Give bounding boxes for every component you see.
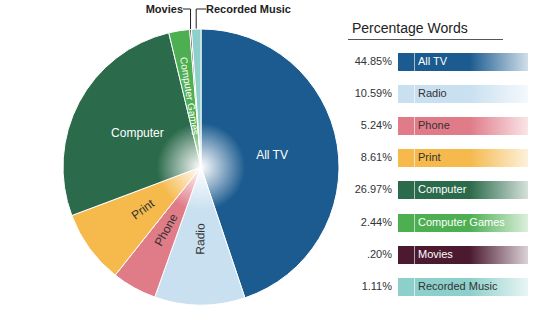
svg-text:Computer: Computer bbox=[111, 126, 164, 140]
html-text:2.44%: 2.44% bbox=[360, 215, 392, 228]
svg-text:Movies: Movies bbox=[146, 3, 183, 15]
html-text:.20%: .20% bbox=[366, 247, 392, 260]
html-text:26.97%: 26.97% bbox=[354, 183, 392, 196]
html-text:1.11%: 1.11% bbox=[361, 279, 392, 292]
html-text:Recorded Music: Recorded Music bbox=[418, 279, 498, 292]
html-text:8.61%: 8.61% bbox=[360, 151, 392, 164]
html-text:Print: Print bbox=[418, 151, 441, 164]
html-text:Computer Games: Computer Games bbox=[418, 215, 505, 228]
html-text:5.24%: 5.24% bbox=[360, 119, 392, 132]
html-text:10.59%: 10.59% bbox=[354, 87, 392, 100]
svg-text:Phone: Phone bbox=[152, 211, 181, 248]
html-text:44.85%: 44.85% bbox=[354, 55, 392, 67]
svg-text:Recorded Music: Recorded Music bbox=[206, 3, 291, 15]
html-text:Computer: Computer bbox=[418, 183, 467, 196]
html-text:Phone: Phone bbox=[418, 119, 450, 132]
svg-text:Computer Games: Computer Games bbox=[178, 56, 201, 136]
html-text:Radio: Radio bbox=[418, 87, 447, 100]
svg-text:Print: Print bbox=[129, 196, 158, 222]
svg-text:Radio: Radio bbox=[193, 223, 207, 255]
html-text:Movies: Movies bbox=[418, 247, 453, 260]
html-text:Percentage Words: Percentage Words bbox=[352, 20, 468, 36]
svg-text:All TV: All TV bbox=[256, 148, 288, 162]
html-text:All TV: All TV bbox=[418, 55, 448, 67]
